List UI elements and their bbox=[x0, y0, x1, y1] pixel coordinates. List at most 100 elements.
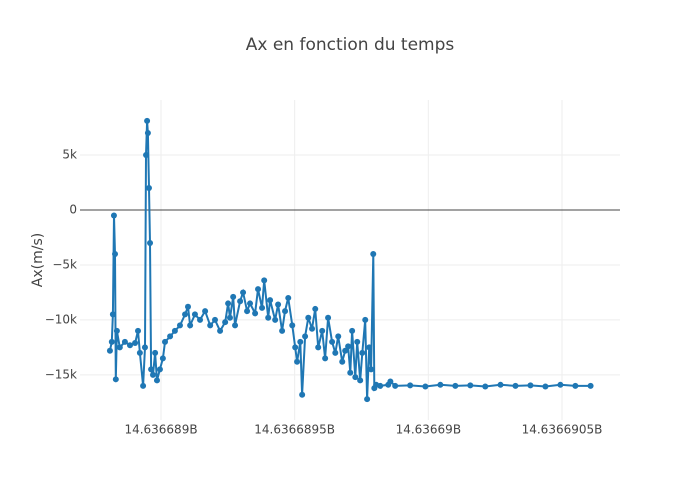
x-tick-label: 14.6366895B bbox=[254, 423, 335, 437]
data-point bbox=[325, 314, 332, 321]
data-point bbox=[141, 344, 148, 351]
data-point bbox=[527, 382, 534, 389]
data-point bbox=[121, 338, 128, 345]
data-point bbox=[217, 327, 224, 334]
chart-title: Ax en fonction du temps bbox=[246, 35, 455, 55]
y-axis-title: Ax(m/s) bbox=[30, 233, 46, 287]
data-point bbox=[335, 333, 342, 340]
data-point bbox=[112, 250, 119, 257]
data-point bbox=[252, 310, 259, 317]
x-tick-label: 14.6366905B bbox=[522, 423, 603, 437]
data-point bbox=[282, 308, 289, 315]
data-point bbox=[144, 117, 151, 124]
data-point bbox=[359, 349, 366, 356]
data-point bbox=[247, 300, 254, 307]
data-point bbox=[332, 349, 339, 356]
data-point bbox=[312, 305, 319, 312]
data-point bbox=[187, 322, 194, 329]
data-point bbox=[202, 308, 209, 315]
data-point bbox=[315, 344, 322, 351]
data-point bbox=[222, 319, 229, 326]
data-point bbox=[261, 277, 268, 284]
data-point bbox=[542, 383, 549, 390]
data-point bbox=[352, 374, 359, 381]
data-point bbox=[368, 366, 375, 373]
data-point bbox=[377, 382, 384, 389]
data-point bbox=[143, 151, 150, 158]
data-point bbox=[347, 369, 354, 376]
data-point bbox=[108, 338, 115, 345]
data-point bbox=[197, 316, 204, 323]
data-point bbox=[132, 340, 139, 347]
data-point bbox=[354, 338, 361, 345]
data-point bbox=[285, 294, 292, 301]
data-point bbox=[557, 381, 564, 388]
data-point bbox=[437, 381, 444, 388]
data-point bbox=[212, 316, 218, 323]
data-point bbox=[140, 382, 147, 389]
data-point bbox=[422, 383, 429, 390]
data-point bbox=[467, 382, 474, 389]
data-point bbox=[106, 347, 113, 354]
data-point bbox=[159, 355, 166, 362]
x-tick-label: 14.636689B bbox=[124, 423, 197, 437]
data-point bbox=[387, 378, 394, 385]
data-point bbox=[512, 382, 519, 389]
data-point bbox=[147, 239, 154, 246]
data-point bbox=[145, 184, 152, 191]
data-point bbox=[136, 349, 143, 356]
data-point bbox=[255, 286, 262, 293]
data-point bbox=[329, 338, 336, 345]
data-point bbox=[572, 382, 579, 389]
data-point bbox=[362, 316, 369, 323]
data-point bbox=[364, 396, 371, 403]
data-point bbox=[339, 358, 346, 365]
data-point bbox=[226, 314, 233, 321]
data-point bbox=[349, 327, 356, 334]
data-point bbox=[191, 311, 198, 318]
data-point bbox=[240, 289, 247, 296]
data-point bbox=[185, 303, 191, 310]
data-point bbox=[148, 366, 155, 373]
y-tick-label: −10k bbox=[45, 312, 77, 326]
data-point bbox=[207, 322, 214, 329]
data-point bbox=[267, 297, 274, 304]
data-point bbox=[149, 371, 156, 378]
data-point bbox=[309, 325, 316, 332]
y-tick-label: −5k bbox=[52, 257, 77, 271]
data-point bbox=[345, 343, 352, 350]
data-point bbox=[176, 322, 183, 329]
data-point bbox=[322, 355, 329, 362]
data-point bbox=[292, 344, 299, 351]
data-point bbox=[294, 358, 301, 365]
data-point bbox=[244, 308, 251, 315]
data-point bbox=[152, 349, 159, 356]
data-point bbox=[265, 314, 272, 321]
data-point bbox=[342, 347, 349, 354]
data-point bbox=[156, 366, 163, 373]
data-point bbox=[259, 304, 266, 311]
y-tick-label: −15k bbox=[45, 367, 77, 381]
data-point bbox=[116, 344, 123, 351]
data-point bbox=[302, 333, 309, 340]
data-point bbox=[497, 381, 504, 388]
data-point bbox=[319, 327, 326, 334]
data-point bbox=[144, 129, 151, 136]
data-point bbox=[407, 382, 414, 389]
data-point bbox=[153, 377, 160, 384]
data-point bbox=[289, 322, 296, 329]
data-point bbox=[237, 298, 244, 305]
data-point bbox=[110, 212, 117, 219]
data-point bbox=[112, 376, 119, 383]
data-point bbox=[162, 338, 169, 345]
data-point bbox=[225, 300, 232, 307]
data-point bbox=[370, 250, 377, 257]
data-point bbox=[167, 333, 174, 340]
data-point bbox=[182, 311, 189, 318]
y-tick-label: 0 bbox=[69, 202, 77, 216]
data-point bbox=[171, 327, 178, 334]
data-point bbox=[232, 322, 239, 329]
data-point bbox=[279, 327, 286, 334]
data-point bbox=[366, 344, 373, 351]
